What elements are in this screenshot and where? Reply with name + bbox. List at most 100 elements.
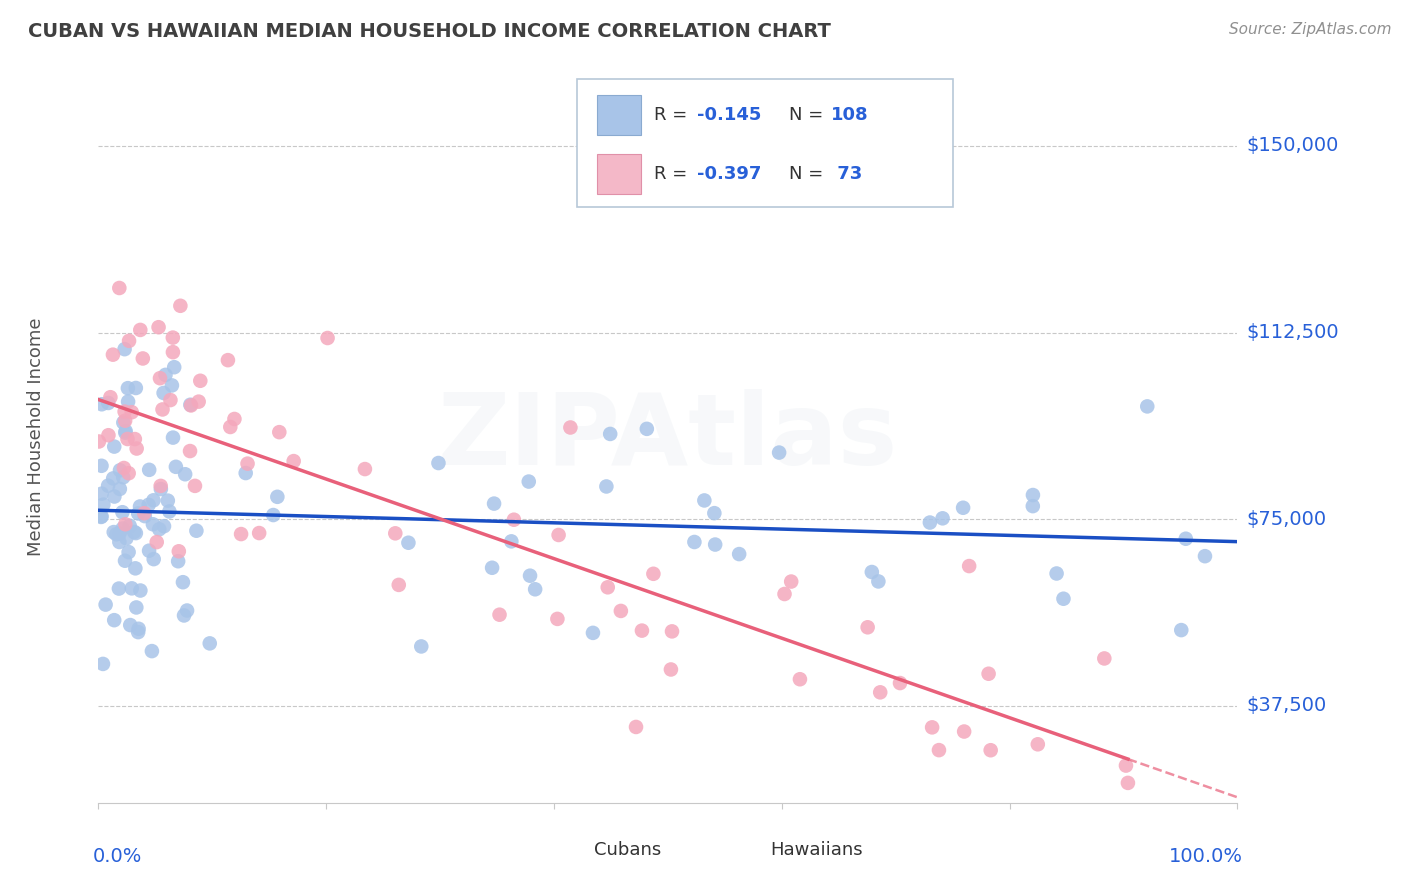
Point [624,720,647,734]
Point [105,527,128,541]
Point [118,334,141,348]
Point [141,644,163,658]
Text: 108: 108 [831,106,869,124]
Point [100,390,122,404]
Point [517,475,540,489]
Point [262,508,284,522]
Text: 100.0%: 100.0% [1168,847,1243,866]
Point [108,582,131,596]
Point [103,613,125,627]
Point [124,561,146,575]
Point [186,524,208,538]
Point [283,454,305,468]
Point [162,330,184,344]
Point [125,442,148,456]
Point [169,299,191,313]
Point [145,535,167,549]
Point [427,456,450,470]
Point [121,405,143,419]
Point [773,587,796,601]
Point [217,353,239,368]
Point [97,396,120,410]
Point [247,526,270,541]
Point [159,392,181,407]
Text: Median Household Income: Median Household Income [27,318,45,557]
Point [117,394,139,409]
Point [179,398,201,412]
Point [108,281,131,295]
Point [229,527,252,541]
Point [156,493,179,508]
FancyBboxPatch shape [576,78,953,207]
Point [1116,776,1139,790]
Point [1194,549,1216,564]
Point [560,420,582,434]
Text: ZIPAtlas: ZIPAtlas [437,389,898,485]
Text: $75,000: $75,000 [1246,509,1326,529]
Point [122,524,145,539]
Point [129,500,152,514]
Point [90,486,112,500]
FancyBboxPatch shape [598,153,641,194]
Point [488,607,510,622]
Point [162,431,184,445]
Point [118,518,141,533]
Point [167,554,190,568]
Point [547,528,569,542]
Point [1026,737,1049,751]
Point [115,531,138,545]
Point [152,386,174,401]
Point [1174,532,1197,546]
Point [101,471,124,485]
Point [163,360,186,375]
Point [636,422,658,436]
Point [1136,400,1159,414]
Text: Source: ZipAtlas.com: Source: ZipAtlas.com [1229,22,1392,37]
Point [659,663,682,677]
Point [860,565,883,579]
Point [127,625,149,640]
Point [108,463,131,477]
Point [152,402,174,417]
Point [172,575,194,590]
Point [683,535,706,549]
Point [103,525,125,540]
Point [160,378,183,392]
Point [180,399,202,413]
Point [165,459,187,474]
Point [269,425,291,439]
Point [174,467,197,482]
FancyBboxPatch shape [598,95,641,136]
Point [111,522,134,536]
Text: R =: R = [654,106,693,124]
Point [125,600,148,615]
Point [889,676,911,690]
Point [138,498,160,512]
Point [117,381,139,395]
Point [411,640,433,654]
Point [482,497,505,511]
Text: Hawaiians: Hawaiians [770,841,863,859]
Text: 0.0%: 0.0% [93,847,142,866]
Point [224,412,246,426]
Point [125,526,148,541]
Point [155,368,177,382]
Point [173,608,195,623]
Point [481,561,503,575]
Point [187,394,209,409]
Point [129,323,152,337]
Point [124,432,146,446]
Point [142,517,165,532]
Point [524,582,547,597]
Point [148,320,170,334]
Point [596,580,619,594]
Point [128,622,150,636]
Point [148,522,170,536]
Point [149,479,172,493]
Point [167,544,190,558]
Point [108,526,131,541]
Point [97,428,120,442]
Point [1045,566,1067,581]
FancyBboxPatch shape [554,838,588,866]
Point [90,509,112,524]
